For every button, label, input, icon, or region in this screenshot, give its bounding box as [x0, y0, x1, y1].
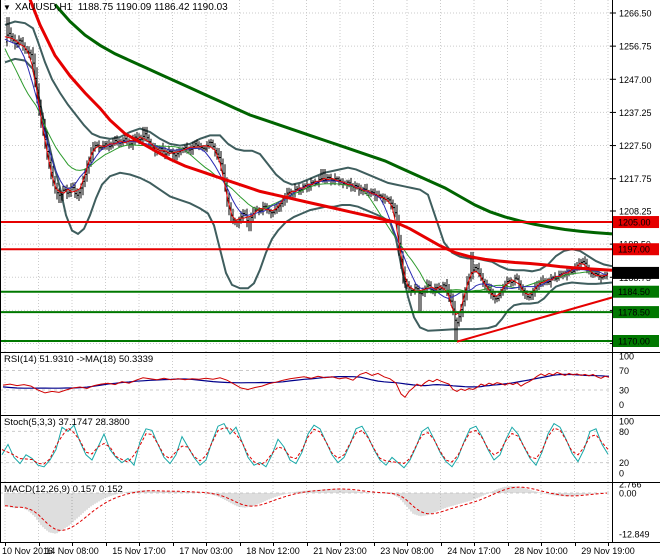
price-tick-label: 1217.75 [619, 174, 652, 184]
level-price-label-1170.00: 1170.00 [613, 335, 659, 348]
macd-scale-label: -12.849 [619, 529, 650, 539]
macd-signal-line [4, 486, 608, 531]
time-tick [407, 543, 408, 546]
panel-frame [0, 415, 660, 482]
time-tick [574, 543, 576, 546]
time-axis-label: 28 Nov 10:00 [514, 546, 568, 556]
stochastic-label: Stoch(5,3,3) 37.1747 28.3800 [4, 417, 130, 428]
time-axis-label: 24 Nov 17:00 [447, 546, 501, 556]
level-price-label-1205.00: 1205.00 [613, 216, 659, 229]
time-axis-label: 23 Nov 08:00 [380, 546, 434, 556]
price-tick-label: 1227.50 [619, 141, 652, 151]
macd-scale-label: 0.00 [619, 489, 637, 499]
rsi-indicator-panel[interactable]: 100 70 30 0 RSI(14) 51.9310 ->MA(18) 50.333… [0, 352, 660, 415]
macd-label: MACD(12,26,9) 0.157 0.152 [4, 484, 123, 495]
svg-text:1170.00: 1170.00 [618, 337, 650, 347]
time-tick [239, 543, 241, 546]
price-tick-label: 1247.00 [619, 75, 652, 85]
support-trendline [456, 296, 613, 343]
stoch-k-line [1, 422, 609, 469]
macd-scale-bg [613, 482, 660, 542]
time-tick [340, 543, 341, 546]
panel-frame [0, 352, 660, 415]
ma-thin-green [4, 48, 609, 294]
bollinger-lower-band [4, 57, 613, 332]
time-axis-label: 10 Nov 2016 [2, 546, 54, 556]
stoch-scale-label: 0 [619, 469, 624, 479]
level-price-label-1178.50: 1178.50 [613, 306, 659, 319]
time-tick [541, 543, 542, 546]
rsi-drawing: 100 70 30 0 [0, 352, 660, 415]
macd-scale-label: 2.766 [619, 482, 642, 490]
stoch-scale-label: 80 [619, 427, 629, 437]
time-tick [72, 543, 73, 546]
current-price-label: 1190.03 [613, 266, 659, 279]
time-tick [474, 543, 475, 546]
time-tick [105, 543, 107, 546]
ohlc-values: 1188.75 1190.09 1186.42 1190.03 [77, 2, 228, 13]
time-axis-label: 15 Nov 17:00 [112, 546, 166, 556]
price-tick-label: 1266.50 [619, 9, 652, 19]
time-tick [5, 543, 6, 546]
ma-thick-red [28, 0, 613, 272]
vertical-gridlines [4, 415, 609, 482]
rsi-levels [0, 369, 612, 391]
price-tick-label: 1208.25 [619, 206, 652, 216]
time-tick [507, 543, 509, 546]
stoch-d-line [1, 427, 609, 466]
panel-frame [0, 482, 660, 542]
rsi-label: RSI(14) 51.9310 ->MA(18) 50.3339 [4, 354, 153, 365]
rsi-scale-label: 70 [619, 366, 629, 376]
bollinger-upper-band [4, 20, 613, 273]
time-tick [440, 543, 442, 546]
chart-marker-icon: ▼ [3, 3, 11, 12]
rsi-line [2, 371, 610, 399]
time-axis-label: 17 Nov 03:00 [179, 546, 233, 556]
chart-title-bar: ▼ XAUUSD,H1 1188.75 1190.09 1186.42 1190.… [3, 2, 228, 13]
main-chart-panel[interactable]: 1266.50 1256.75 1247.00 1237.25 1227.50 1217.… [0, 0, 660, 352]
time-tick [608, 543, 609, 546]
stoch-scale-label: 100 [619, 417, 634, 427]
time-tick [373, 543, 375, 546]
time-tick [206, 543, 207, 546]
time-axis[interactable]: 10 Nov 2016 14 Nov 08:00 15 Nov 17:00 17 No… [0, 542, 660, 560]
svg-text:1205.00: 1205.00 [618, 218, 651, 228]
main-chart-drawing: 1266.50 1256.75 1247.00 1237.25 1227.50 1217.… [0, 0, 660, 352]
time-tick [306, 543, 308, 546]
level-price-label-1197.00: 1197.00 [613, 243, 659, 256]
stoch-scale-label: 20 [619, 458, 629, 468]
price-tick-label: 1237.25 [619, 108, 652, 118]
price-tick-label: 1256.75 [619, 42, 652, 52]
time-tick [273, 543, 274, 546]
svg-text:1197.00: 1197.00 [618, 245, 650, 255]
vertical-gridlines [4, 0, 609, 352]
time-tick [139, 543, 140, 546]
time-axis-label: 18 Nov 12:00 [246, 546, 300, 556]
horizontal-gridlines [0, 12, 612, 345]
ma-thin-blue [4, 38, 609, 299]
rsi-scale-label: 100 [619, 352, 634, 361]
svg-text:1184.50: 1184.50 [618, 287, 650, 297]
time-axis-label: 14 Nov 08:00 [45, 546, 99, 556]
time-tick [38, 543, 40, 546]
ma-thin-red [4, 36, 609, 316]
symbol-period-label: XAUUSD,H1 [14, 2, 73, 13]
time-axis-label: 29 Nov 19:00 [581, 546, 635, 556]
stoch-scale-bg [613, 415, 660, 482]
time-axis-label: 21 Nov 23:00 [313, 546, 367, 556]
rsi-scale-label: 30 [619, 385, 629, 395]
svg-text:1190.03: 1190.03 [618, 268, 650, 278]
rsi-scale-label: 0 [619, 400, 624, 410]
time-tick [172, 543, 174, 546]
level-price-label-1184.50: 1184.50 [613, 285, 659, 298]
ma-thick-green [53, 3, 613, 236]
svg-text:1178.50: 1178.50 [618, 308, 650, 318]
rsi-scale-bg [613, 352, 660, 415]
